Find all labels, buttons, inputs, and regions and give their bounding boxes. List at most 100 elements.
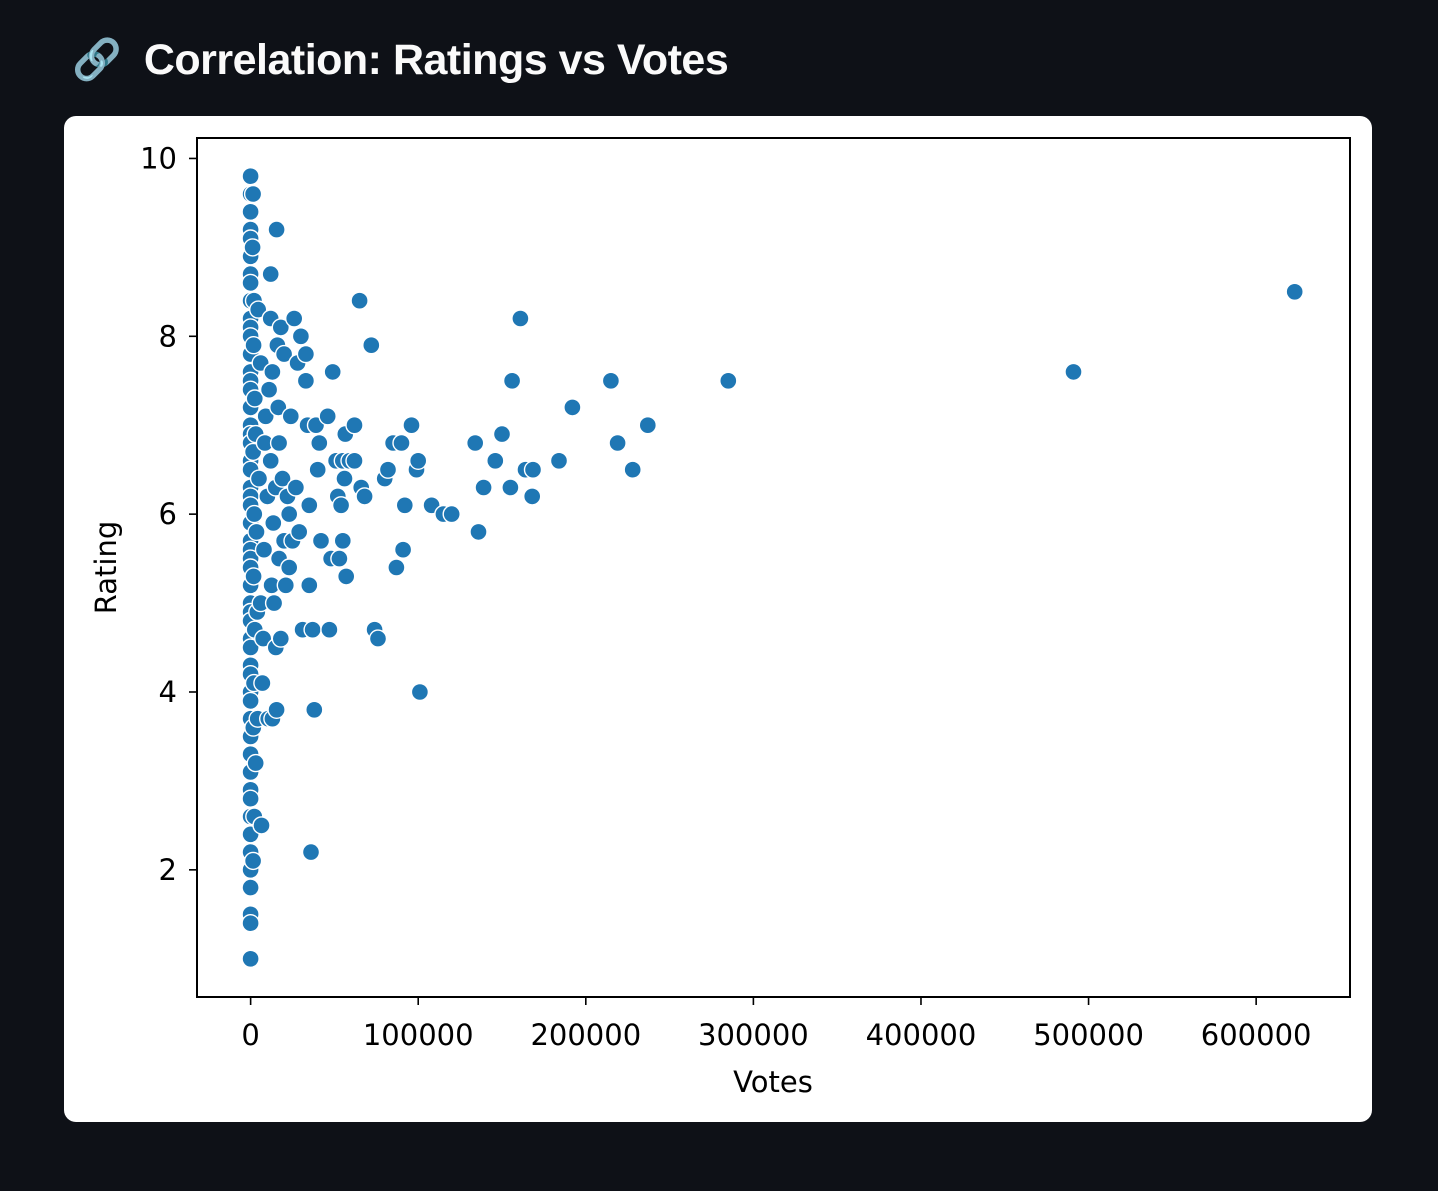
data-point [502, 371, 522, 390]
data-point [323, 362, 342, 382]
data-point [241, 878, 260, 897]
link-icon: 🔗 [72, 37, 122, 83]
data-point [501, 478, 520, 497]
data-point [267, 220, 286, 239]
data-point [300, 496, 319, 515]
data-point [281, 407, 301, 426]
x-tick-label: 400000 [866, 1018, 977, 1052]
data-point [486, 451, 505, 470]
data-point [247, 522, 266, 542]
data-point [246, 753, 265, 773]
data-point [392, 433, 411, 453]
y-ticks: 2 4 6 8 10 [140, 141, 197, 887]
data-point [264, 513, 283, 533]
data-point [337, 567, 356, 586]
data-point [241, 914, 260, 933]
data-point [1285, 282, 1304, 302]
x-tick-label: 600000 [1201, 1018, 1312, 1052]
data-point [245, 389, 265, 408]
data-point [330, 549, 349, 568]
data-point [271, 318, 291, 337]
data-point [253, 673, 272, 693]
data-point [241, 691, 260, 711]
data-point [320, 620, 339, 639]
data-point [523, 487, 542, 506]
data-point [402, 416, 421, 435]
data-point [523, 460, 543, 479]
data-point [296, 344, 316, 364]
data-point [279, 558, 299, 577]
data-point [263, 362, 282, 382]
data-point [623, 460, 642, 479]
data-point [410, 682, 430, 702]
y-tick-label: 10 [140, 141, 177, 175]
data-point [1064, 362, 1083, 382]
data-point [256, 407, 275, 426]
data-point [241, 949, 260, 968]
data-point [269, 398, 288, 417]
data-point [442, 504, 461, 524]
data-point [249, 469, 269, 488]
points-layer [241, 167, 1304, 968]
data-point [261, 451, 280, 470]
x-tick-label: 300000 [698, 1018, 809, 1052]
y-tick-label: 2 [159, 853, 177, 887]
data-point [284, 309, 304, 328]
data-point [267, 700, 286, 719]
data-point [549, 451, 569, 470]
data-point [409, 451, 428, 470]
data-point [378, 460, 398, 479]
data-point [273, 469, 292, 488]
data-point [355, 487, 374, 506]
data-point [335, 469, 354, 488]
x-tick-label: 100000 [363, 1018, 474, 1052]
data-point [279, 504, 299, 524]
chart-card: 0 100000 200000 300000 400000 500000 600000 2 4… [64, 116, 1372, 1122]
y-tick-label: 6 [159, 497, 177, 531]
data-point [492, 424, 512, 444]
data-point [289, 522, 309, 542]
data-point [274, 344, 294, 364]
data-point [296, 371, 316, 390]
data-point [333, 531, 352, 550]
x-tick-label: 500000 [1033, 1018, 1144, 1052]
data-point [305, 700, 324, 719]
data-point [311, 531, 331, 550]
data-point [252, 816, 271, 835]
section-header: 🔗 Correlation: Ratings vs Votes [72, 30, 729, 90]
data-point [318, 407, 337, 426]
data-point [511, 309, 530, 328]
data-point [563, 398, 582, 417]
x-ticks: 0 100000 200000 300000 400000 500000 600000 [241, 997, 1312, 1052]
data-point [350, 291, 369, 310]
data-point [286, 478, 306, 497]
data-point [264, 593, 284, 613]
data-point [608, 433, 627, 453]
data-point [241, 167, 260, 186]
data-point [303, 620, 322, 639]
data-point [310, 433, 329, 453]
data-point [362, 335, 381, 355]
data-point [345, 416, 364, 435]
y-tick-label: 8 [159, 319, 177, 353]
data-point [276, 576, 296, 595]
data-point [474, 478, 493, 497]
x-tick-label: 200000 [530, 1018, 641, 1052]
data-point [245, 504, 264, 524]
data-point [601, 371, 621, 390]
data-point [466, 433, 485, 453]
data-point [261, 264, 280, 284]
section-title: Correlation: Ratings vs Votes [143, 35, 729, 84]
data-point [244, 335, 263, 355]
data-point [243, 238, 262, 257]
data-point [254, 540, 274, 559]
data-point [243, 851, 263, 871]
plot-frame [196, 137, 1351, 998]
data-point [368, 629, 388, 648]
data-point [719, 371, 738, 390]
x-tick-label: 0 [241, 1018, 259, 1052]
data-point [248, 300, 268, 319]
data-point [241, 789, 260, 808]
data-point [243, 184, 263, 204]
data-point [244, 567, 263, 586]
